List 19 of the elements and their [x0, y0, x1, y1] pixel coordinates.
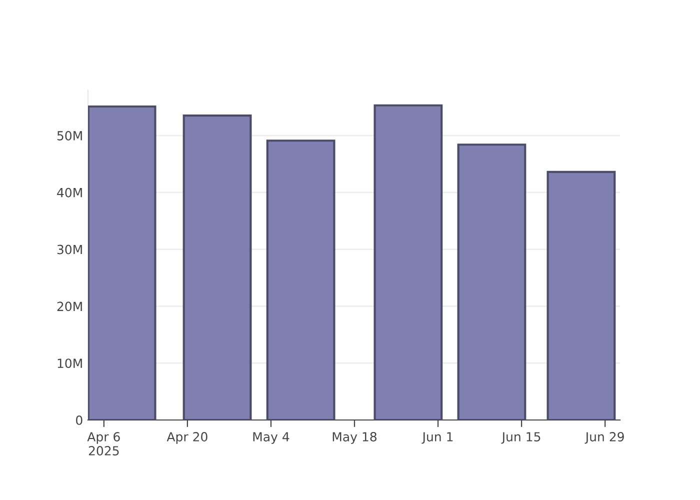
bar — [374, 104, 443, 420]
x-tick-label: Apr 6 2025 — [87, 432, 120, 456]
bar — [88, 105, 156, 420]
bar — [182, 114, 252, 420]
y-tick-label: 30M — [57, 244, 82, 254]
y-tick-label: 50M — [57, 130, 82, 140]
bar — [457, 144, 526, 420]
x-tick-label: Jun 29 — [584, 432, 624, 444]
bar — [546, 170, 616, 420]
y-tick-label: 20M — [57, 302, 82, 312]
x-tick-label: Jun 1 — [422, 432, 453, 444]
bar — [266, 140, 336, 420]
x-tick-label: May 4 — [253, 432, 290, 444]
y-tick-label: 10M — [58, 358, 82, 368]
x-tick-label: Jun 15 — [501, 432, 540, 444]
y-tick-label: 0 — [76, 415, 82, 425]
y-tick-label: 40M — [57, 188, 82, 198]
x-tick-label: May 18 — [332, 432, 376, 444]
x-tick-label: Apr 20 — [166, 432, 208, 444]
